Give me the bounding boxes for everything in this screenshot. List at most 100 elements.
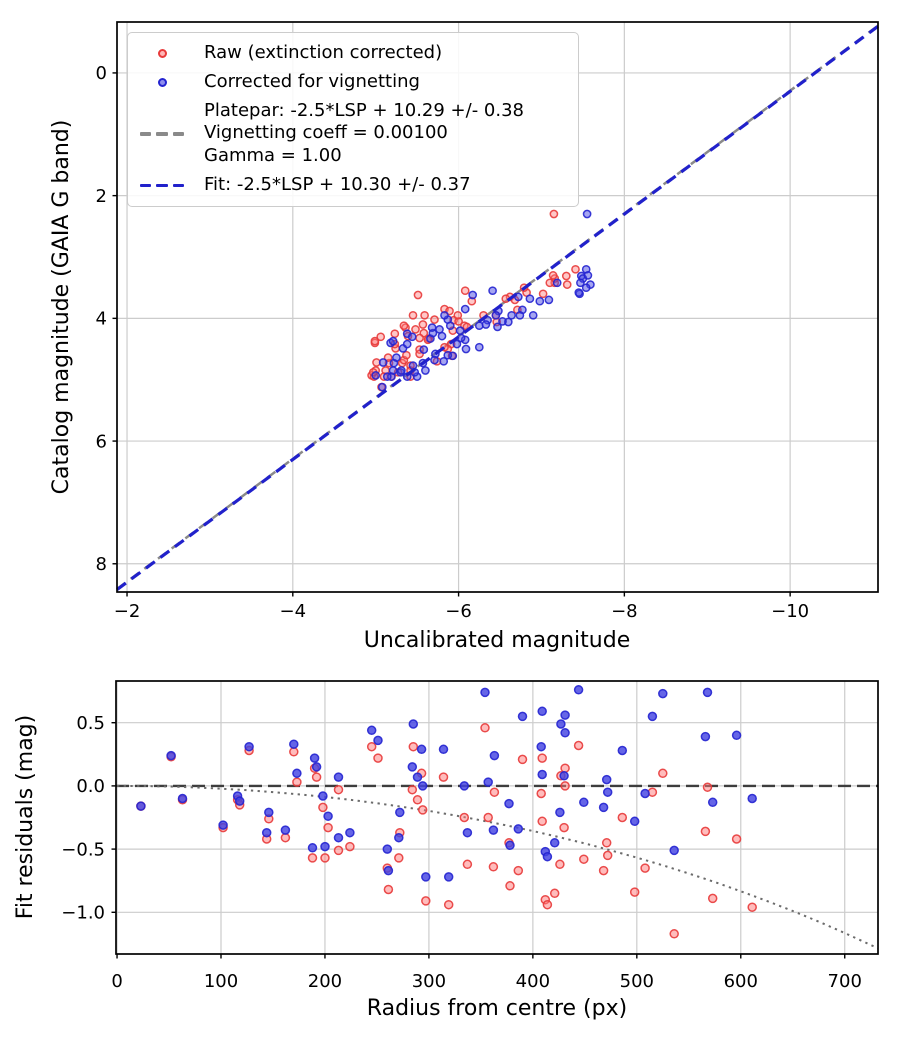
data-point	[445, 321, 455, 331]
legend-entry: Fit: -2.5*LSP + 10.30 +/- 0.37	[136, 174, 568, 197]
data-point	[483, 777, 493, 787]
data-point	[421, 872, 431, 882]
tick-label: 500	[620, 971, 654, 992]
data-point	[601, 774, 612, 785]
data-point	[669, 845, 679, 856]
data-point	[460, 304, 470, 314]
data-point	[504, 798, 514, 809]
data-point	[640, 788, 650, 799]
data-point	[370, 336, 380, 346]
data-point	[658, 688, 668, 699]
data-point	[408, 741, 419, 752]
data-point	[560, 728, 570, 738]
data-point	[483, 812, 493, 823]
data-point	[559, 822, 569, 833]
data-point	[731, 730, 742, 741]
data-point	[493, 322, 502, 332]
data-point	[513, 865, 524, 876]
data-point	[415, 333, 424, 343]
data-point	[437, 331, 447, 341]
data-point	[560, 710, 570, 720]
data-point	[461, 344, 471, 354]
data-point	[517, 754, 528, 765]
data-point	[555, 859, 565, 870]
data-point	[454, 317, 463, 326]
tick-label: 0.5	[76, 713, 105, 734]
grid	[116, 681, 878, 954]
data-point	[507, 310, 516, 320]
data-point	[318, 802, 328, 813]
data-point	[629, 816, 640, 827]
data-point	[388, 366, 398, 375]
data-point	[574, 288, 584, 297]
data-point	[747, 902, 757, 912]
data-point	[560, 763, 570, 773]
legend: Raw (extinction corrected) Corrected for …	[127, 32, 579, 207]
data-point	[427, 323, 437, 332]
data-point	[292, 777, 302, 787]
dashed-line-icon	[139, 183, 185, 188]
data-point	[702, 782, 713, 792]
data-point	[538, 289, 548, 299]
data-point	[489, 750, 500, 761]
data-point	[489, 787, 500, 797]
data-point	[505, 881, 515, 891]
data-point	[264, 807, 274, 818]
data-point	[320, 841, 330, 852]
data-point	[537, 706, 547, 717]
data-point	[333, 772, 344, 782]
data-point	[513, 824, 524, 834]
data-point	[537, 816, 547, 827]
data-point	[383, 884, 394, 895]
data-point	[402, 350, 411, 360]
data-point	[702, 687, 713, 698]
data-point	[333, 845, 344, 856]
data-point	[371, 371, 381, 380]
data-point	[468, 290, 478, 300]
data-point	[388, 336, 398, 346]
data-point	[747, 793, 757, 804]
data-point	[640, 863, 650, 873]
tick-label: 600	[724, 971, 758, 992]
scatter-dot-icon	[157, 77, 167, 87]
tick-label: −4	[280, 601, 307, 622]
data-point	[311, 762, 322, 772]
data-point	[392, 353, 401, 362]
data-point	[548, 271, 558, 280]
x-axis-label: Uncalibrated magnitude	[364, 628, 630, 653]
data-point	[421, 366, 430, 375]
plot-frame	[116, 21, 879, 593]
data-point	[515, 310, 525, 320]
data-point	[397, 366, 406, 375]
data-point	[459, 812, 470, 823]
data-point	[421, 896, 431, 906]
tick-label: 8	[96, 554, 107, 575]
data-point	[559, 771, 569, 781]
data-point	[617, 745, 628, 756]
data-point	[430, 355, 439, 365]
data-point	[573, 685, 584, 695]
data-point	[413, 290, 423, 300]
data-point	[407, 784, 418, 795]
tick-label: −6	[445, 601, 472, 622]
tick-label: −10	[771, 601, 809, 622]
tick-label: 300	[412, 971, 446, 992]
tick-label: 4	[96, 309, 107, 330]
data-point	[345, 841, 355, 852]
data-point	[460, 286, 470, 296]
data-point	[395, 807, 405, 818]
data-point	[583, 271, 593, 280]
tick-labels: 0 100 200 300 400 500 600 700 0.5 0.0 −0.5 −1.0	[61, 713, 862, 992]
legend-entry-label: Fit: -2.5*LSP + 10.30 +/- 0.37	[204, 173, 471, 195]
data-point	[576, 278, 585, 288]
data-point	[280, 832, 291, 843]
data-point	[581, 283, 591, 293]
data-point	[439, 356, 449, 366]
data-point	[311, 772, 322, 782]
data-point	[556, 719, 566, 729]
data-point	[731, 834, 742, 844]
plot-frame	[115, 680, 879, 955]
data-point	[629, 887, 640, 897]
data-point	[598, 802, 609, 813]
data-point	[366, 741, 377, 752]
